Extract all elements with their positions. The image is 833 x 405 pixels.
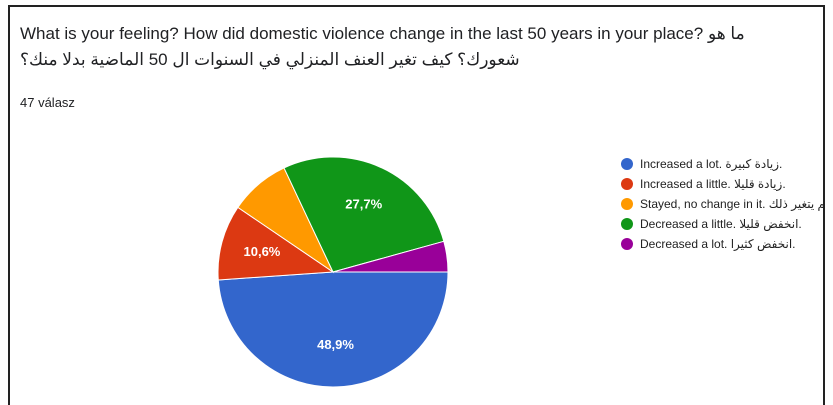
question-title: What is your feeling? How did domestic v… <box>20 24 745 69</box>
legend-label: Stayed, no change in it. لم يتغير ذلك <box>640 197 825 212</box>
legend-label: Decreased a little. انخفض قليلا. <box>640 217 802 232</box>
pie-slice <box>217 206 335 281</box>
legend-swatch <box>621 238 633 250</box>
legend-swatch <box>621 178 633 190</box>
legend-label: Decreased a lot. انخفض كثيرا. <box>640 237 796 252</box>
slice-label: 27,7% <box>345 197 382 212</box>
legend-swatch <box>621 158 633 170</box>
pie-slice <box>217 271 449 388</box>
slice-label: 48,9% <box>317 337 354 352</box>
response-count: 47 válasz <box>20 95 75 110</box>
chart: 48,9% 10,6% 27,7% Increased a lot. زيادة كب… <box>217 156 825 388</box>
slice-label: 10,6% <box>244 244 281 259</box>
card: What is your feeling? How did domestic v… <box>8 5 825 405</box>
legend-swatch <box>621 218 633 230</box>
legend-swatch <box>621 198 633 210</box>
pie-slice <box>332 240 449 273</box>
legend-label: Increased a lot. زيادة كبيرة. <box>640 157 782 172</box>
legend-label: Increased a little. زيادة قليلا. <box>640 177 786 192</box>
pie-slice <box>283 156 445 273</box>
